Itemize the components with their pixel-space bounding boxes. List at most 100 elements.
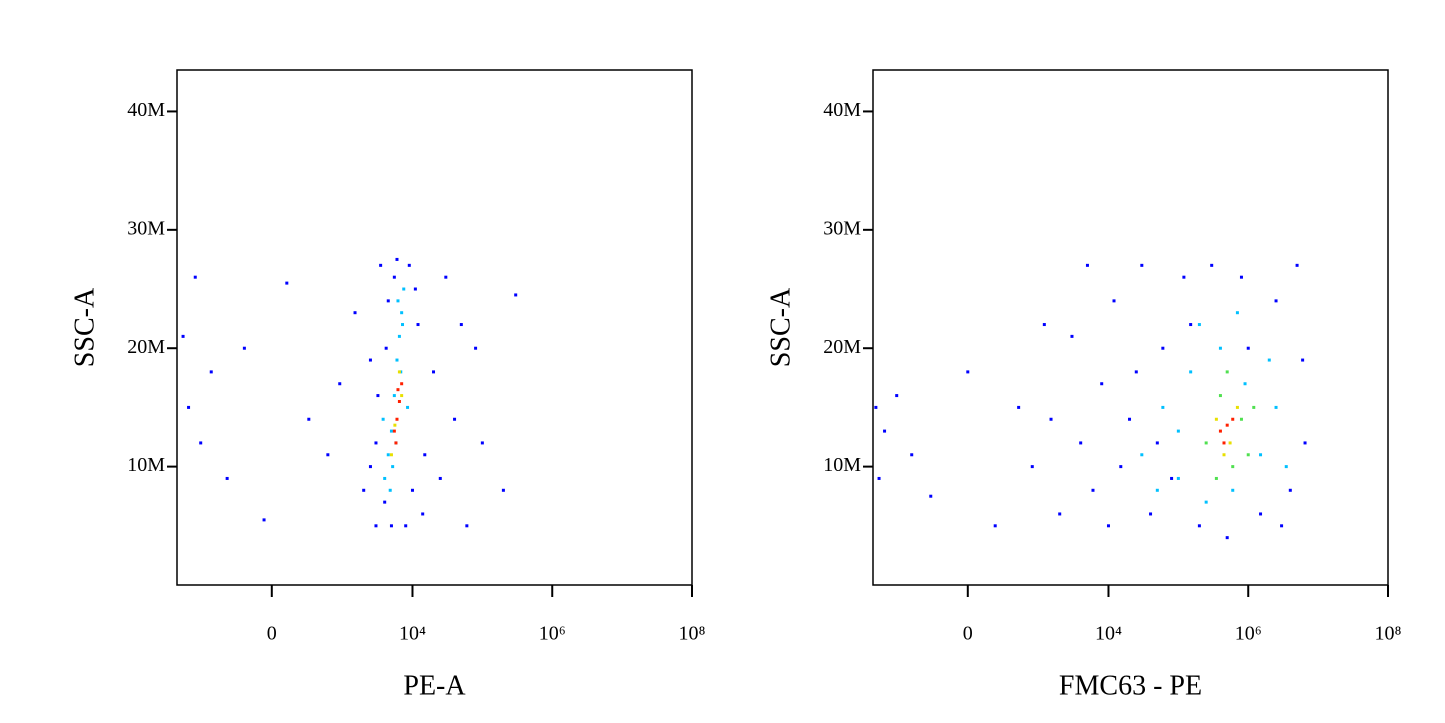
x-tick-label: 10⁶ bbox=[539, 623, 566, 645]
x-tick-label: 0 bbox=[267, 623, 277, 645]
point bbox=[1189, 323, 1193, 327]
point bbox=[1267, 358, 1271, 362]
point bbox=[1280, 524, 1284, 528]
point bbox=[307, 417, 311, 421]
point bbox=[1218, 394, 1222, 398]
point bbox=[1274, 299, 1278, 303]
point bbox=[1259, 512, 1263, 516]
plot-frame bbox=[872, 69, 1389, 586]
point bbox=[410, 488, 414, 492]
point bbox=[1239, 275, 1243, 279]
x-tick-label: 0 bbox=[963, 623, 973, 645]
point bbox=[1284, 465, 1288, 469]
point bbox=[376, 394, 380, 398]
point bbox=[1218, 346, 1222, 350]
point bbox=[1079, 441, 1083, 445]
y-axis-label: SSC-A bbox=[69, 287, 100, 367]
point bbox=[1042, 323, 1046, 327]
point bbox=[397, 399, 401, 403]
point bbox=[1100, 382, 1104, 386]
point bbox=[1214, 476, 1218, 480]
point bbox=[444, 275, 448, 279]
point bbox=[1155, 488, 1159, 492]
point bbox=[1204, 441, 1208, 445]
point bbox=[1091, 488, 1095, 492]
y-tick-label: 10M bbox=[127, 454, 165, 476]
point bbox=[402, 287, 406, 291]
point bbox=[1274, 405, 1278, 409]
point bbox=[1119, 465, 1123, 469]
point bbox=[874, 405, 878, 409]
point bbox=[396, 299, 400, 303]
point bbox=[1246, 453, 1250, 457]
point bbox=[438, 476, 442, 480]
point bbox=[406, 405, 410, 409]
point bbox=[392, 429, 396, 433]
y-tick-label: 20M bbox=[823, 336, 861, 358]
point bbox=[181, 334, 185, 338]
point bbox=[389, 453, 393, 457]
x-axis-label: FMC63 - PE bbox=[1059, 670, 1202, 701]
point bbox=[895, 394, 899, 398]
x-axis-label: PE-A bbox=[403, 670, 466, 701]
point bbox=[392, 394, 396, 398]
point bbox=[416, 323, 420, 327]
y-axis-label: SSC-A bbox=[765, 287, 796, 367]
point bbox=[389, 429, 393, 433]
point bbox=[1176, 476, 1180, 480]
point bbox=[1176, 429, 1180, 433]
point bbox=[1070, 334, 1074, 338]
point bbox=[395, 358, 399, 362]
point bbox=[877, 476, 881, 480]
x-tick-label: 10⁸ bbox=[1375, 623, 1402, 645]
point bbox=[1058, 512, 1062, 516]
point bbox=[1161, 405, 1165, 409]
point bbox=[1295, 263, 1299, 267]
point bbox=[1218, 429, 1222, 433]
point bbox=[1134, 370, 1138, 374]
point bbox=[1189, 370, 1193, 374]
point bbox=[1182, 275, 1186, 279]
y-tick-label: 30M bbox=[127, 217, 165, 239]
point bbox=[1303, 441, 1307, 445]
point bbox=[395, 257, 399, 261]
point bbox=[1288, 488, 1292, 492]
point bbox=[1259, 453, 1263, 457]
y-tick-label: 40M bbox=[127, 99, 165, 121]
point bbox=[1112, 299, 1116, 303]
point bbox=[1140, 453, 1144, 457]
y-tick-label: 40M bbox=[823, 99, 861, 121]
point bbox=[1231, 465, 1235, 469]
point bbox=[1225, 536, 1229, 540]
point bbox=[374, 524, 378, 528]
point bbox=[1140, 263, 1144, 267]
point bbox=[400, 382, 404, 386]
point bbox=[1252, 405, 1256, 409]
point bbox=[381, 417, 385, 421]
point bbox=[1231, 417, 1235, 421]
point bbox=[1225, 370, 1229, 374]
point bbox=[1231, 488, 1235, 492]
point bbox=[193, 275, 197, 279]
point bbox=[225, 476, 229, 480]
point bbox=[396, 388, 400, 392]
point bbox=[397, 370, 401, 374]
point bbox=[1222, 441, 1226, 445]
point bbox=[501, 488, 505, 492]
point bbox=[1197, 524, 1201, 528]
point bbox=[413, 287, 417, 291]
point bbox=[1085, 263, 1089, 267]
point bbox=[391, 465, 395, 469]
point bbox=[394, 441, 398, 445]
point bbox=[1235, 311, 1239, 315]
point bbox=[1049, 417, 1053, 421]
point bbox=[1030, 465, 1034, 469]
point bbox=[388, 488, 392, 492]
point bbox=[392, 275, 396, 279]
point bbox=[395, 417, 399, 421]
point bbox=[379, 263, 383, 267]
point bbox=[421, 512, 425, 516]
point bbox=[187, 405, 191, 409]
point bbox=[1149, 512, 1153, 516]
